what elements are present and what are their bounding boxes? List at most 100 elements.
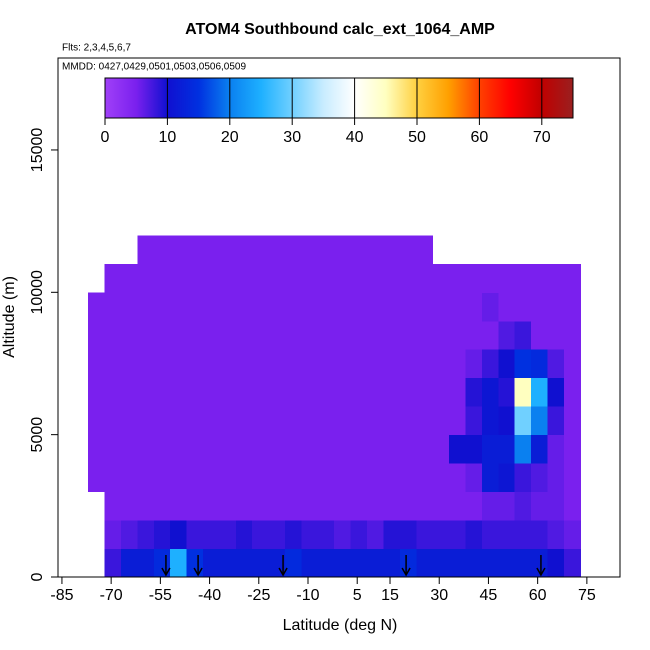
heat-cell — [203, 548, 220, 578]
heat-cell — [498, 349, 516, 379]
heat-cell — [153, 548, 171, 578]
heat-cell — [367, 463, 384, 493]
heat-cell — [268, 434, 286, 464]
heat-cell — [268, 349, 286, 379]
heat-cell — [481, 548, 499, 578]
heat-cell — [120, 320, 138, 350]
heat-cell — [367, 406, 384, 436]
heat-cell — [547, 434, 565, 464]
heat-cell — [203, 491, 220, 521]
heat-cell — [219, 349, 237, 379]
heat-cell — [498, 463, 516, 493]
heat-cell — [203, 292, 220, 322]
heat-cell — [317, 491, 335, 521]
heat-cell — [137, 434, 155, 464]
heat-cell — [367, 520, 384, 550]
heat-cell — [235, 548, 253, 578]
heat-cell — [120, 292, 138, 322]
heat-cell — [383, 548, 401, 578]
heat-cell — [334, 406, 352, 436]
heat-cell — [137, 292, 155, 322]
heat-cell — [531, 491, 548, 521]
heat-cell — [301, 292, 319, 322]
heat-cell — [350, 377, 368, 407]
heat-cell — [334, 263, 352, 293]
heat-cell — [399, 548, 417, 578]
colorbar-tick-label: 10 — [159, 129, 177, 146]
heat-cell — [170, 548, 188, 578]
heat-cell — [547, 263, 565, 293]
heat-cell — [120, 349, 138, 379]
heat-cell — [465, 548, 483, 578]
heat-cell — [137, 377, 155, 407]
heat-cell — [350, 463, 368, 493]
heat-cell — [219, 235, 237, 265]
heat-cell — [416, 548, 434, 578]
heat-cell — [153, 263, 171, 293]
heat-cell — [219, 406, 237, 436]
subtitle: Flts: 2,3,4,5,6,7 — [62, 43, 131, 54]
heat-cell — [317, 463, 335, 493]
heat-cell — [88, 292, 106, 322]
heat-cell — [432, 434, 450, 464]
heat-cell — [449, 520, 466, 550]
heat-cell — [285, 491, 302, 521]
heat-cell — [367, 377, 384, 407]
heat-cell — [547, 491, 565, 521]
heat-cell — [186, 434, 204, 464]
heat-cell — [268, 292, 286, 322]
heat-cell — [514, 263, 532, 293]
heat-cell — [219, 320, 237, 350]
heat-cell — [301, 520, 319, 550]
heat-cell — [317, 292, 335, 322]
heat-cell — [285, 292, 302, 322]
heat-cell — [563, 292, 581, 322]
heat-cell — [104, 491, 122, 521]
heat-cell — [170, 235, 188, 265]
heat-cell — [350, 292, 368, 322]
heat-cell — [465, 292, 483, 322]
heat-cell — [301, 377, 319, 407]
heat-cell — [432, 377, 450, 407]
heat-cell — [416, 235, 434, 265]
heat-cell — [334, 434, 352, 464]
heat-cell — [170, 463, 188, 493]
heat-cell — [449, 491, 466, 521]
heat-cell — [432, 491, 450, 521]
heat-cell — [235, 377, 253, 407]
heat-cell — [350, 520, 368, 550]
heat-cell — [350, 491, 368, 521]
x-tick-label: 30 — [430, 587, 448, 604]
heat-cell — [383, 320, 401, 350]
heat-cell — [186, 520, 204, 550]
x-tick-label: -25 — [247, 587, 270, 604]
heat-cell — [153, 491, 171, 521]
heat-cell — [449, 320, 466, 350]
heat-cell — [104, 548, 122, 578]
heat-cell — [317, 434, 335, 464]
heat-cell — [219, 377, 237, 407]
heat-cell — [531, 463, 548, 493]
heat-cell — [399, 263, 417, 293]
heat-cell — [350, 548, 368, 578]
heat-cell — [547, 349, 565, 379]
heat-cell — [514, 491, 532, 521]
heat-cell — [203, 463, 220, 493]
heat-cell — [120, 263, 138, 293]
heat-cell — [416, 434, 434, 464]
heat-cell — [170, 491, 188, 521]
heat-cell — [514, 349, 532, 379]
heat-cell — [88, 463, 106, 493]
heat-cell — [285, 235, 302, 265]
heat-cell — [88, 320, 106, 350]
heat-cell — [301, 263, 319, 293]
heat-cell — [186, 491, 204, 521]
heat-cell — [203, 349, 220, 379]
heat-cell — [498, 491, 516, 521]
heat-cell — [383, 463, 401, 493]
heat-cell — [104, 377, 122, 407]
x-tick-label: -10 — [296, 587, 319, 604]
heat-cell — [367, 548, 384, 578]
heat-cell — [350, 320, 368, 350]
